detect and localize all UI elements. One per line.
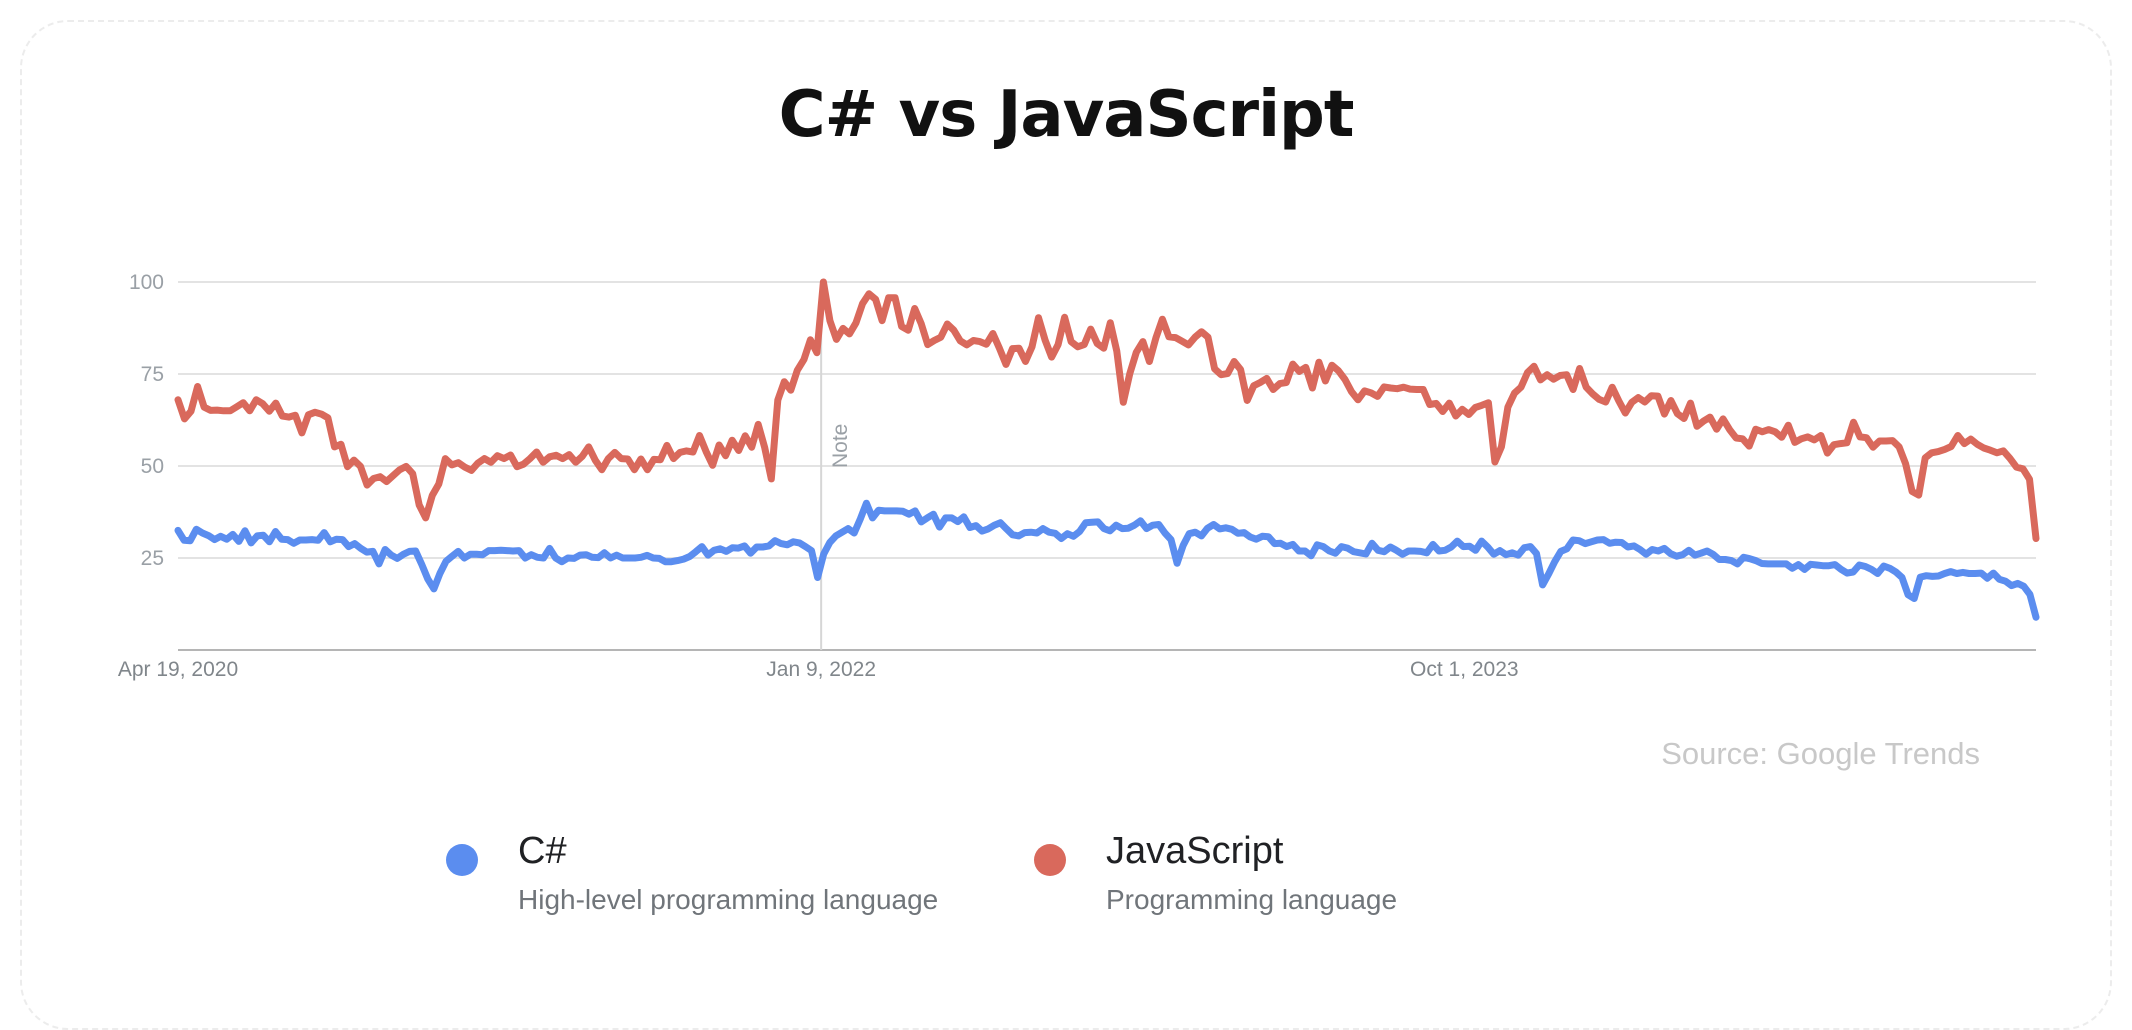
y-tick-label: 50: [141, 455, 164, 478]
trend-chart: 25 50 75 100 Note Apr 19, 2020 Jan 9, 2022 Oct …: [118, 271, 2040, 681]
legend-dot-icon: [446, 844, 478, 876]
y-tick-label: 100: [129, 271, 164, 294]
x-tick-label: Apr 19, 2020: [118, 658, 238, 681]
legend-dot-icon: [1034, 844, 1066, 876]
annotation-label: Note: [829, 424, 852, 468]
y-tick-label: 25: [141, 547, 164, 570]
legend-name-javascript: JavaScript: [1106, 830, 1284, 872]
series-line-csharp: [174, 499, 2040, 621]
y-tick-label: 75: [141, 363, 164, 386]
x-tick-label: Oct 1, 2023: [1410, 658, 1519, 681]
legend-desc-csharp: High-level programming language: [518, 884, 939, 915]
legend-desc-javascript: Programming language: [1106, 884, 1398, 915]
card: [20, 20, 2112, 1030]
source-label: Source: Google Trends: [1661, 736, 1980, 771]
legend-name-csharp: C#: [518, 830, 567, 872]
x-tick-label: Jan 9, 2022: [766, 658, 876, 681]
series-line-javascript: [174, 278, 2040, 542]
chart-title: C# vs JavaScript: [778, 78, 1355, 152]
